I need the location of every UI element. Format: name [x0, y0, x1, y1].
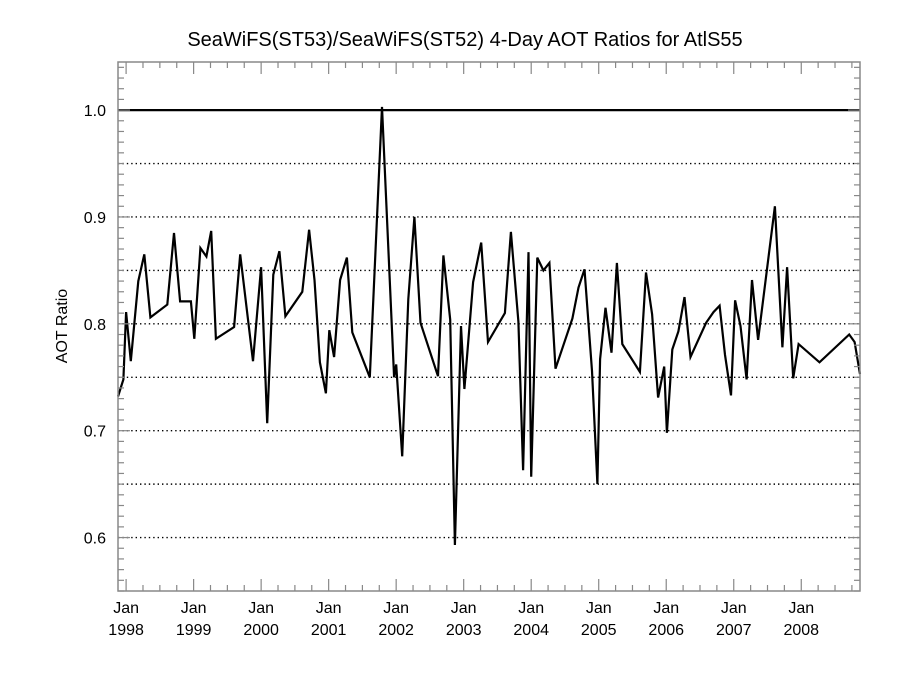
x-tick-label-month: Jan: [383, 600, 409, 617]
series-line: [116, 106, 862, 546]
x-tick-label-month: Jan: [316, 600, 342, 617]
x-tick-label-month: Jan: [181, 600, 207, 617]
y-tick-label: 0.9: [84, 210, 106, 227]
chart-title: SeaWiFS(ST53)/SeaWiFS(ST52) 4-Day AOT Ra…: [187, 29, 742, 51]
x-tick-label-month: Jan: [721, 600, 747, 617]
x-tick-label-month: Jan: [653, 600, 679, 617]
x-tick-label-year: 2001: [311, 622, 347, 639]
y-tick-labels: 0.6 0.7 0.8 0.9 1.0: [84, 103, 106, 547]
plot-frame: [117, 61, 861, 592]
x-tick-label-month: Jan: [248, 600, 274, 617]
y-tick-label: 0.6: [84, 531, 106, 548]
axis-ticks: [118, 62, 860, 592]
x-tick-labels: Jan 1998 Jan 1999 Jan 2000 Jan 2001 Jan 2002 Jan 20…: [108, 600, 819, 639]
x-tick-label-year: 2006: [648, 622, 684, 639]
x-tick-label-year: 2008: [783, 622, 819, 639]
gridlines: [118, 162, 860, 539]
y-tick-label: 1.0: [84, 103, 106, 120]
x-tick-label-month: Jan: [451, 600, 477, 617]
x-tick-label-month: Jan: [788, 600, 814, 617]
y-tick-label: 0.8: [84, 317, 106, 334]
x-tick-label-year: 2000: [243, 622, 279, 639]
x-tick-label-year: 2003: [446, 622, 482, 639]
y-axis-label: AOT Ratio: [54, 289, 71, 364]
x-tick-label-year: 2005: [581, 622, 617, 639]
x-tick-label-year: 1999: [176, 622, 212, 639]
x-tick-label-month: Jan: [518, 600, 544, 617]
y-tick-label: 0.7: [84, 424, 106, 441]
x-tick-label-year: 2002: [378, 622, 414, 639]
x-tick-label-year: 1998: [108, 622, 144, 639]
plot-border: [117, 61, 861, 592]
x-tick-label-year: 2004: [513, 622, 549, 639]
series-group: [116, 106, 862, 546]
x-tick-label-year: 2007: [716, 622, 752, 639]
x-tick-label-month: Jan: [586, 600, 612, 617]
x-tick-label-month: Jan: [113, 600, 139, 617]
